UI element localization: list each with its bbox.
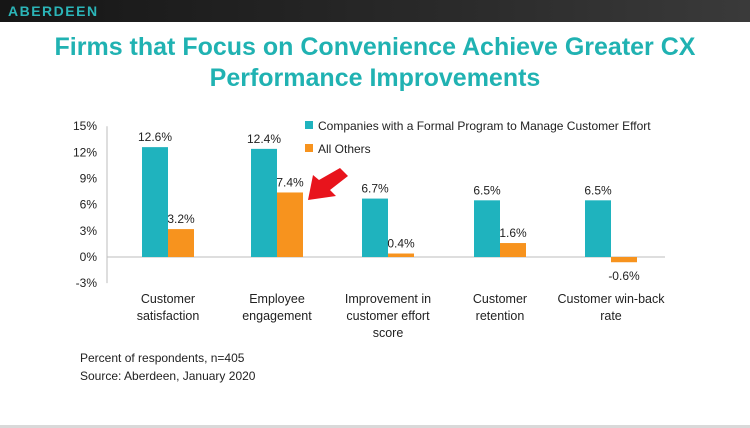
bar-series2-cat4 <box>500 243 526 257</box>
data-label: 0.4% <box>387 237 415 251</box>
data-label: 12.6% <box>138 130 172 144</box>
respondents-note: Percent of respondents, n=405 <box>80 351 245 365</box>
category-label: engagement <box>242 309 312 323</box>
category-label: Improvement in <box>345 292 431 306</box>
data-label: 6.5% <box>473 183 501 197</box>
page-title: Firms that Focus on Convenience Achieve … <box>0 32 750 94</box>
y-tick-label: -3% <box>76 276 98 290</box>
bar-series1-cat4 <box>474 200 500 257</box>
legend-label-1: Companies with a Formal Program to Manag… <box>318 119 651 133</box>
bar-series2-cat3 <box>388 253 414 257</box>
bar-series1-cat5 <box>585 200 611 257</box>
data-label: -0.6% <box>608 269 640 283</box>
source-note: Source: Aberdeen, January 2020 <box>80 369 256 383</box>
annotation-arrow <box>308 168 348 200</box>
bar-series1-cat2 <box>251 148 277 257</box>
y-tick-label: 9% <box>80 172 98 186</box>
bar-series2-cat2 <box>277 192 303 257</box>
y-tick-label: 6% <box>80 198 98 212</box>
bar-series1-cat3 <box>362 198 388 257</box>
y-tick-label: 3% <box>80 224 98 238</box>
title-line-1: Firms that Focus on Convenience Achieve … <box>54 33 696 61</box>
data-label: 6.7% <box>361 182 389 196</box>
title-line-2: Performance Improvements <box>209 64 541 92</box>
legend-label-2: All Others <box>318 142 371 156</box>
category-label: Employee <box>249 292 305 306</box>
data-label: 3.2% <box>167 212 195 226</box>
category-label: Customer <box>141 292 195 306</box>
category-label: retention <box>476 309 525 323</box>
category-label: Customer win-back <box>558 292 666 306</box>
data-label: 1.6% <box>499 226 527 240</box>
legend-swatch-1 <box>305 121 313 129</box>
y-tick-label: 0% <box>80 250 98 264</box>
category-label: customer effort <box>346 309 430 323</box>
data-label: 7.4% <box>276 175 304 189</box>
y-tick-label: 15% <box>73 119 97 133</box>
bar-series2-cat1 <box>168 229 194 257</box>
category-label: satisfaction <box>137 309 200 323</box>
y-tick-label: 12% <box>73 145 97 159</box>
category-label: rate <box>600 309 622 323</box>
legend-swatch-2 <box>305 144 313 152</box>
bar-series1-cat1 <box>142 147 168 257</box>
category-label: Customer <box>473 292 527 306</box>
bar-series2-cat5 <box>611 257 637 263</box>
brand-logo: ABERDEEN <box>8 3 99 19</box>
data-label: 6.5% <box>584 183 612 197</box>
category-label: score <box>373 326 404 340</box>
brand-bar: ABERDEEN <box>0 0 750 22</box>
bottom-divider <box>0 425 750 428</box>
data-label: 12.4% <box>247 132 281 146</box>
